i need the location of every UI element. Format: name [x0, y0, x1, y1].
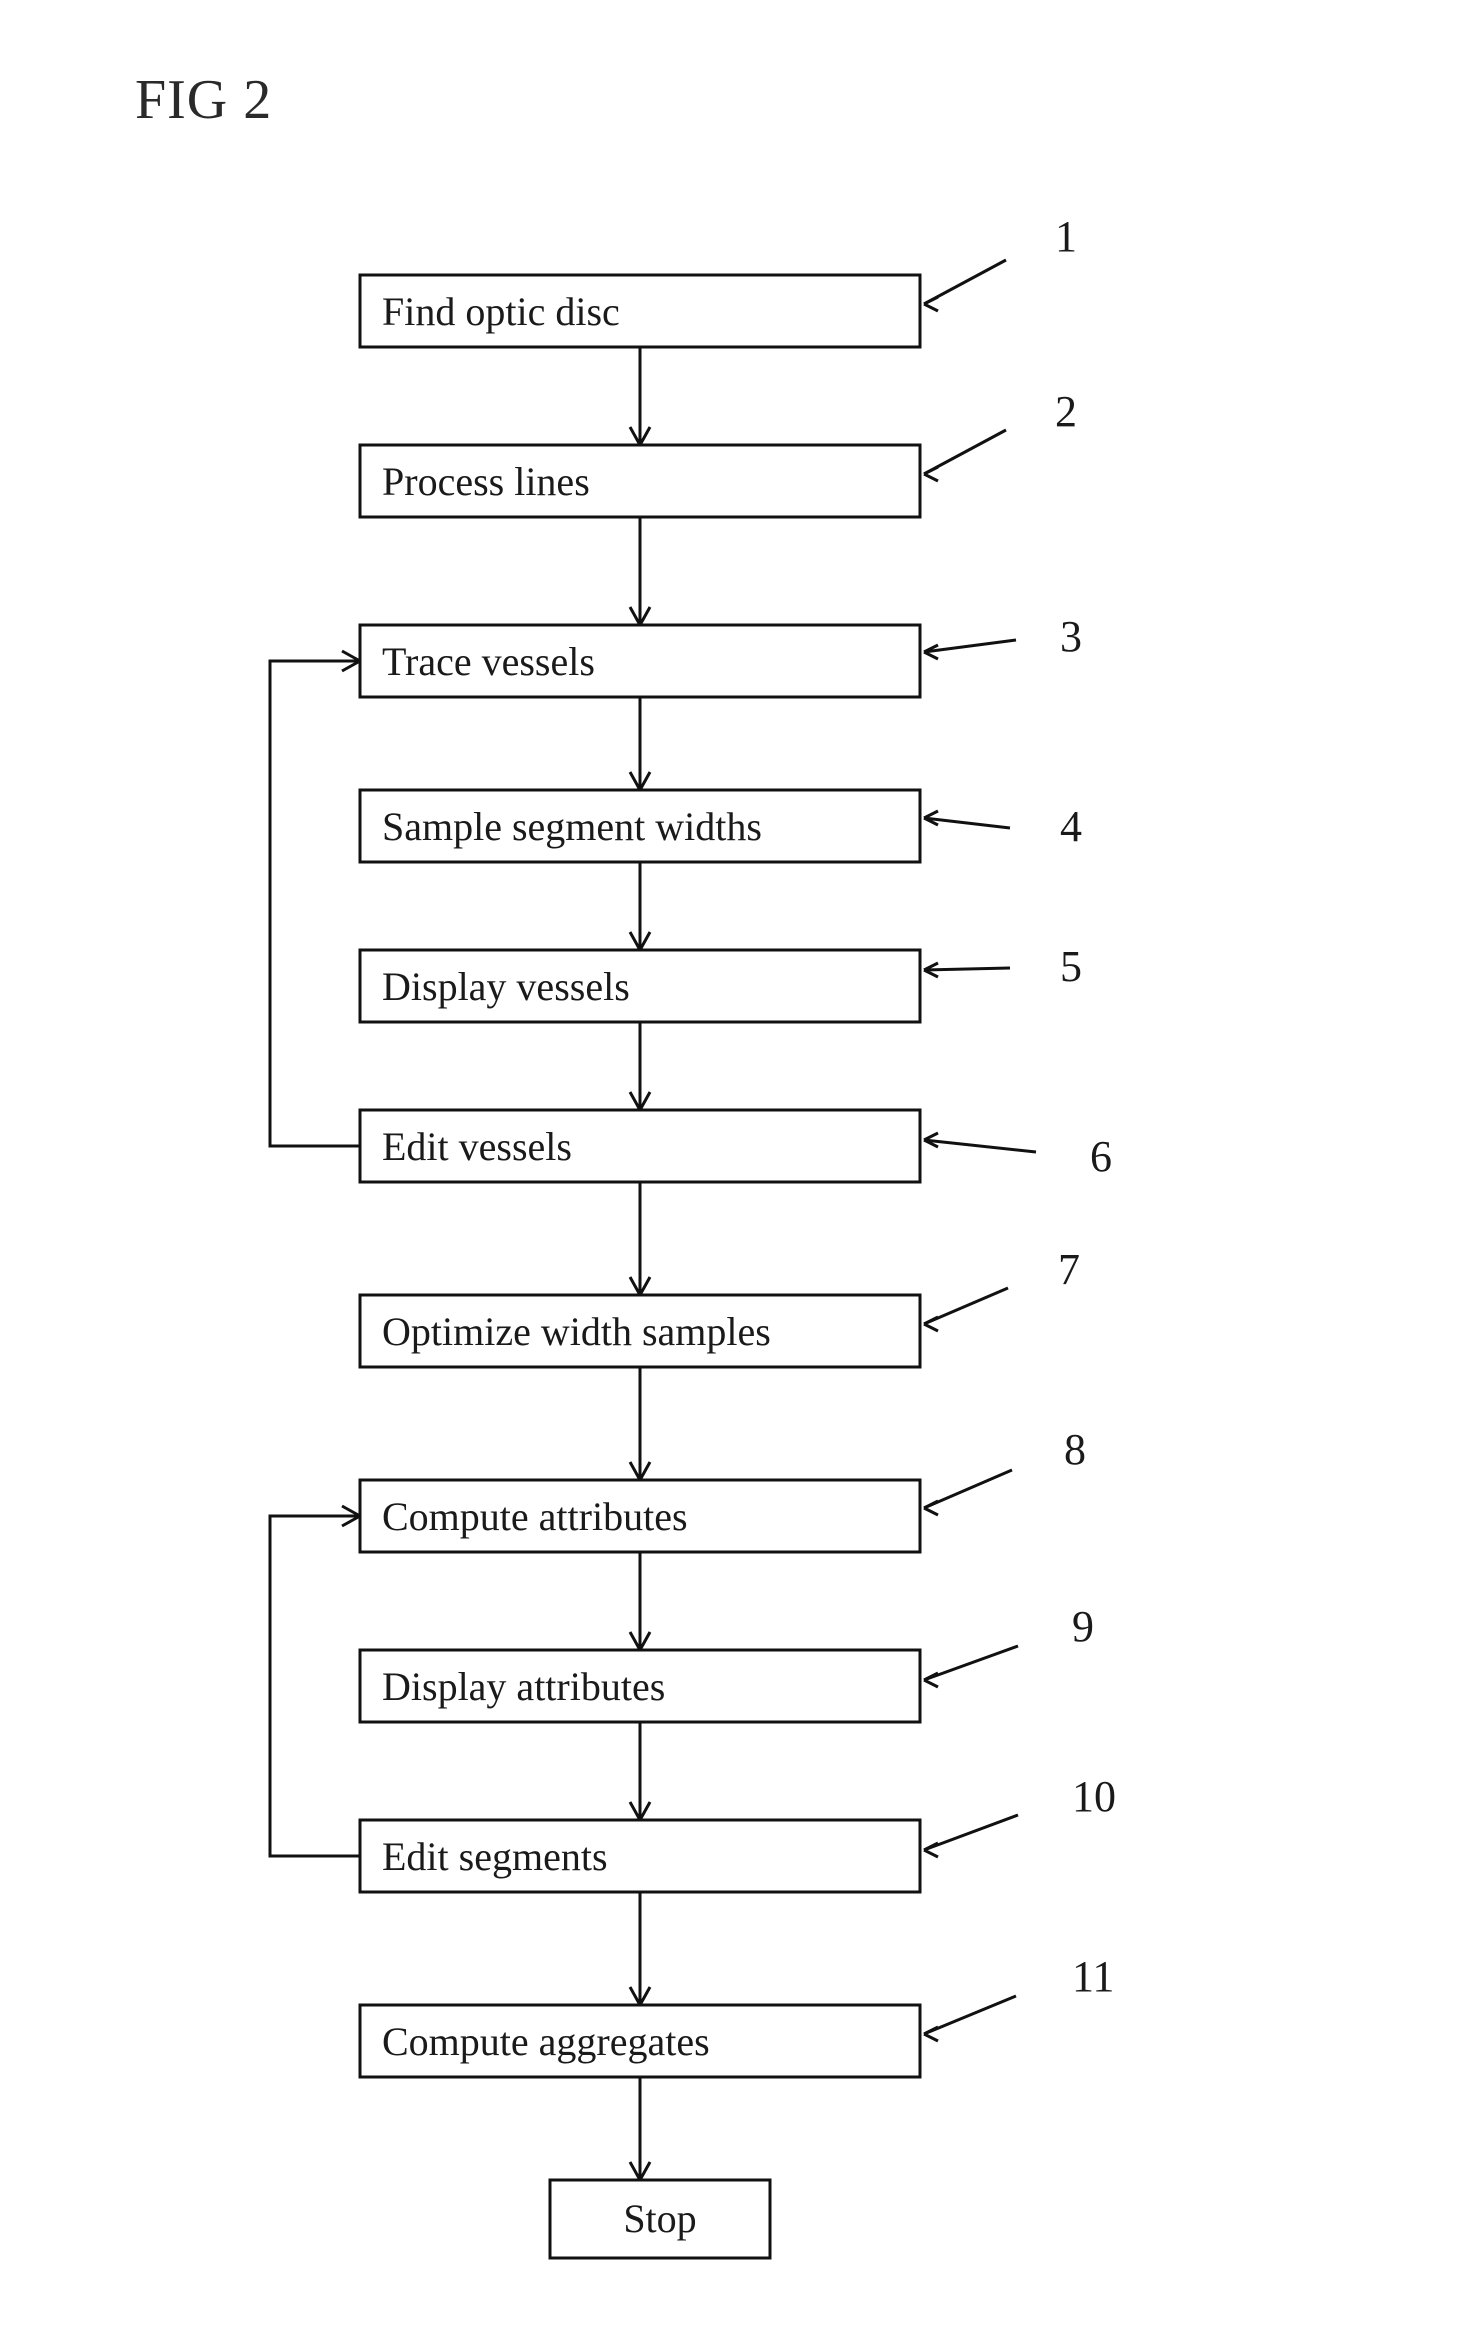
step-number: 11 — [1072, 1952, 1114, 2001]
down-arrow — [630, 1022, 650, 1110]
step-label: Compute attributes — [382, 1494, 688, 1539]
callout-leader — [924, 1646, 1018, 1680]
step-label: Sample segment widths — [382, 804, 762, 849]
feedback-loop — [270, 1506, 360, 1856]
step-1: Find optic disc 1 — [360, 212, 1077, 347]
feedback-path — [270, 661, 360, 1146]
step-number: 5 — [1060, 942, 1082, 991]
step-9: Display attributes 9 — [360, 1602, 1094, 1722]
step-number: 1 — [1055, 212, 1077, 261]
down-arrow — [630, 697, 650, 790]
step-number: 8 — [1064, 1425, 1086, 1474]
step-2: Process lines 2 — [360, 387, 1077, 517]
stop-label: Stop — [623, 2196, 696, 2241]
callout-arrowhead-icon — [924, 467, 938, 481]
callout-arrowhead-icon — [924, 1501, 938, 1515]
feedback-path — [270, 1516, 360, 1856]
step-number: 6 — [1090, 1132, 1112, 1181]
step-7: Optimize width samples 7 — [360, 1245, 1080, 1367]
step-11: Compute aggregates 11 — [360, 1952, 1114, 2077]
page: FIG 2 Find optic disc1Process lines2Trac… — [0, 0, 1457, 2350]
callout-arrowhead-icon — [924, 1843, 938, 1857]
callout-arrowhead-icon — [924, 2027, 938, 2041]
callout-arrowhead-icon — [924, 1673, 938, 1687]
callout-leader — [924, 968, 1010, 970]
step-label: Compute aggregates — [382, 2019, 710, 2064]
flowchart-svg: Find optic disc 1 Process lines 2 Trace vess… — [0, 0, 1457, 2350]
step-label: Edit segments — [382, 1834, 608, 1879]
down-arrow — [630, 1722, 650, 1820]
stop-node: Stop — [550, 2180, 770, 2258]
down-arrow — [630, 862, 650, 950]
down-arrow — [630, 1892, 650, 2005]
step-number: 4 — [1060, 802, 1082, 851]
step-label: Trace vessels — [382, 639, 595, 684]
step-5: Display vessels 5 — [360, 942, 1082, 1022]
callout-arrowhead-icon — [924, 297, 938, 311]
callout-leader — [924, 1815, 1018, 1850]
step-label: Optimize width samples — [382, 1309, 771, 1354]
step-4: Sample segment widths 4 — [360, 790, 1082, 862]
step-label: Process lines — [382, 459, 590, 504]
feedback-loop — [270, 651, 360, 1146]
down-arrow — [630, 1367, 650, 1480]
step-number: 9 — [1072, 1602, 1094, 1651]
step-number: 3 — [1060, 612, 1082, 661]
step-10: Edit segments 10 — [360, 1772, 1116, 1892]
step-3: Trace vessels 3 — [360, 612, 1082, 697]
step-label: Display attributes — [382, 1664, 665, 1709]
step-label: Edit vessels — [382, 1124, 572, 1169]
callout-arrowhead-icon — [924, 1317, 938, 1331]
down-arrow — [630, 1552, 650, 1650]
step-label: Find optic disc — [382, 289, 620, 334]
step-number: 2 — [1055, 387, 1077, 436]
step-label: Display vessels — [382, 964, 630, 1009]
callout-leader — [924, 1140, 1036, 1152]
down-arrow-to-stop — [630, 2077, 650, 2180]
step-8: Compute attributes 8 — [360, 1425, 1086, 1552]
step-number: 10 — [1072, 1772, 1116, 1821]
down-arrow — [630, 517, 650, 625]
down-arrow — [630, 1182, 650, 1295]
step-number: 7 — [1058, 1245, 1080, 1294]
down-arrow — [630, 347, 650, 445]
step-6: Edit vessels 6 — [360, 1110, 1112, 1182]
